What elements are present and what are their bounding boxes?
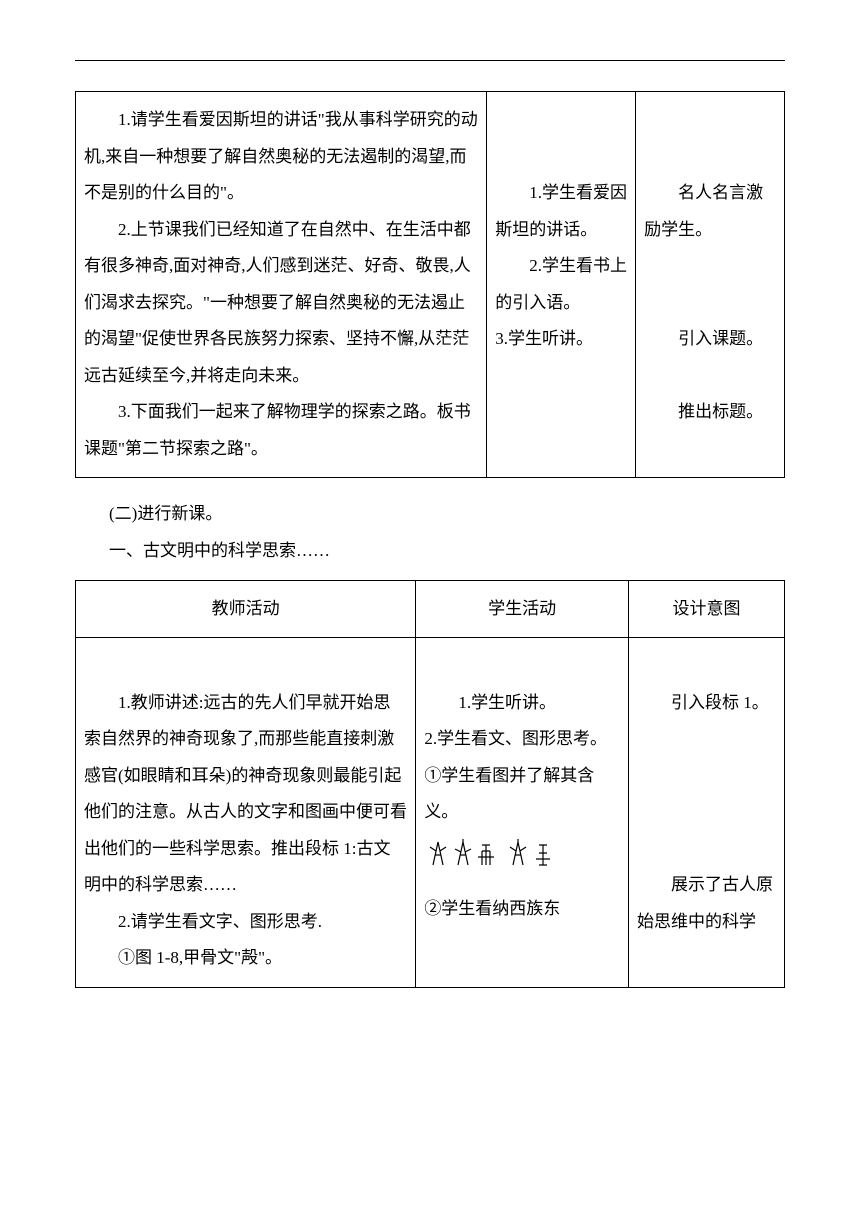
table-1: 1.请学生看爱因斯坦的讲话"我从事科学研究的动机,来自一种想要了解自然奥秘的无法… <box>75 91 785 478</box>
section-heading: 一、古文明中的科学思索…… <box>75 533 785 570</box>
table-row: 1.请学生看爱因斯坦的讲话"我从事科学研究的动机,来自一种想要了解自然奥秘的无法… <box>76 92 785 478</box>
paragraph: ①图 1-8,甲骨文"殸"。 <box>84 940 407 977</box>
paragraph: 1.学生听讲。 <box>424 685 620 722</box>
paragraph: 名人名言激励学生。 <box>644 175 776 248</box>
student-activity-cell: 1.学生听讲。 2.学生看文、图形思考。 ①学生看图并了解其含义。 ② <box>416 638 629 988</box>
column-header: 设计意图 <box>629 580 785 638</box>
paragraph: 引入课题。 <box>644 321 776 358</box>
table-header-row: 教师活动 学生活动 设计意图 <box>76 580 785 638</box>
paragraph: 2.学生看文、图形思考。 <box>424 721 620 758</box>
paragraph: ①学生看图并了解其含义。 <box>424 758 620 831</box>
paragraph: 推出标题。 <box>644 394 776 431</box>
design-intent-cell: 名人名言激励学生。 引入课题。 推出标题。 <box>636 92 785 478</box>
teacher-activity-cell: 1.请学生看爱因斯坦的讲话"我从事科学研究的动机,来自一种想要了解自然奥秘的无法… <box>76 92 487 478</box>
teacher-activity-cell: 1.教师讲述:远古的先人们早就开始思索自然界的神奇现象了,而那些能直接刺激感官(… <box>76 638 416 988</box>
paragraph: ②学生看纳西族东 <box>424 891 620 928</box>
paragraph: 2.学生看书上的引入语。 <box>495 248 627 321</box>
paragraph: 引入段标 1。 <box>637 685 776 722</box>
section-heading: (二)进行新课。 <box>75 496 785 533</box>
paragraph: 1.请学生看爱因斯坦的讲话"我从事科学研究的动机,来自一种想要了解自然奥秘的无法… <box>84 102 478 212</box>
table-2: 教师活动 学生活动 设计意图 1.教师讲述:远古的先人们早就开始思索自然界的神奇… <box>75 580 785 988</box>
paragraph: 3.下面我们一起来了解物理学的探索之路。板书课题"第二节探索之路"。 <box>84 394 478 467</box>
paragraph: 2.请学生看文字、图形思考. <box>84 904 407 941</box>
paragraph: 展示了古人原始思维中的科学 <box>637 867 776 940</box>
oracle-glyphs-svg <box>428 837 588 869</box>
table-row: 1.教师讲述:远古的先人们早就开始思索自然界的神奇现象了,而那些能直接刺激感官(… <box>76 638 785 988</box>
paragraph: 1.学生看爱因斯坦的讲话。 <box>495 175 627 248</box>
paragraph: 1.教师讲述:远古的先人们早就开始思索自然界的神奇现象了,而那些能直接刺激感官(… <box>84 685 407 904</box>
design-intent-cell: 引入段标 1。 展示了古人原始思维中的科学 <box>629 638 785 988</box>
paragraph: 2.上节课我们已经知道了在自然中、在生活中都有很多神奇,面对神奇,人们感到迷茫、… <box>84 212 478 395</box>
header-divider <box>75 60 785 61</box>
student-activity-cell: 1.学生看爱因斯坦的讲话。 2.学生看书上的引入语。 3.学生听讲。 <box>487 92 636 478</box>
paragraph: 3.学生听讲。 <box>495 321 627 358</box>
oracle-bone-script-icon <box>424 837 620 885</box>
column-header: 教师活动 <box>76 580 416 638</box>
column-header: 学生活动 <box>416 580 629 638</box>
